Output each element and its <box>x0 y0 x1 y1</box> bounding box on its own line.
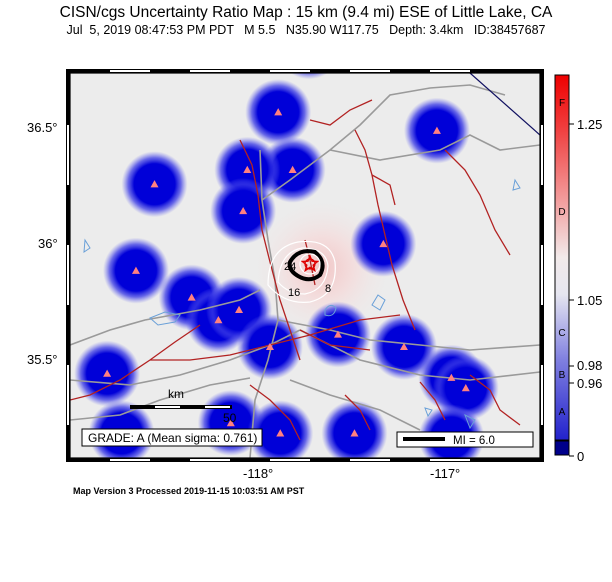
colorbar-letter-b: B <box>559 370 566 381</box>
contour-label-16: 16 <box>288 287 300 299</box>
colorbar-letter-d: D <box>558 207 565 218</box>
map-frame <box>66 69 544 462</box>
station-markers <box>103 42 470 441</box>
colorbar-tick-0: 0 <box>577 449 584 464</box>
station-triangle-icon <box>103 369 112 377</box>
station-triangle-icon <box>305 42 313 49</box>
station-triangle-icon <box>226 419 235 427</box>
station-triangle-icon <box>350 429 359 437</box>
grade-box: GRADE: A (Mean sigma: 0.761) <box>81 428 263 447</box>
station-triangle-icon <box>399 342 408 351</box>
lat-label-36-5: 36.5° <box>27 120 58 135</box>
colorbar: F D C B A 1.25 1.05 0.98 0.96 0 <box>554 74 602 464</box>
station-triangle-icon <box>131 266 140 274</box>
colorbar-tick-1-05: 1.05 <box>577 293 602 308</box>
map-version-footer: Map Version 3 Processed 2019-11-15 10:03… <box>73 486 305 496</box>
lat-label-36: 36° <box>38 236 58 251</box>
colorbar-letter-a: A <box>559 407 566 418</box>
station-uncertainty-zone <box>247 400 314 458</box>
uncertainty-map: 24 16 8 km 50 GRADE: A (Mean sigma: 0.76… <box>66 42 602 464</box>
water-features <box>83 178 521 430</box>
station-triangle-icon <box>288 165 297 173</box>
lon-label-117: -117° <box>430 466 461 481</box>
epicenter-star <box>300 254 320 273</box>
mi-legend-text: MI = 6.0 <box>453 435 495 447</box>
map-title: CISN/cgs Uncertainty Ratio Map : 15 km (… <box>59 4 553 21</box>
station-uncertainty-zone <box>289 73 329 80</box>
station-triangle-icon <box>333 330 342 338</box>
scale-bar: km 50 <box>130 387 237 425</box>
station-triangle-icon <box>214 316 223 324</box>
colorbar-letter-c: C <box>558 328 565 339</box>
colorbar-tick-1-25: 1.25 <box>577 117 602 132</box>
station-triangle-icon <box>432 126 441 134</box>
colorbar-tick-0-98: 0.98 <box>577 358 602 373</box>
station-triangle-icon <box>447 373 456 381</box>
state-border <box>469 73 540 136</box>
station-triangle-icon <box>235 305 244 313</box>
lat-label-35-5: 35.5° <box>27 352 58 367</box>
station-triangle-icon <box>265 342 274 351</box>
station-triangle-icon <box>274 108 283 116</box>
grade-text: GRADE: A (Mean sigma: 0.761) <box>88 431 257 445</box>
station-triangle-icon <box>461 384 470 392</box>
station-triangle-icon <box>243 165 252 173</box>
colorbar-tick-0-96: 0.96 <box>577 376 602 391</box>
scale-unit: km <box>168 387 184 401</box>
lon-label-118: -118° <box>243 466 274 481</box>
station-triangle-icon <box>379 239 388 248</box>
uncertainty-contours <box>267 240 336 303</box>
contour-label-24: 24 <box>284 261 296 273</box>
boundary-lines <box>70 84 540 458</box>
station-triangle-icon <box>187 293 196 301</box>
station-triangle-icon <box>276 429 285 437</box>
station-uncertainty-zone <box>321 400 388 458</box>
contour-label-8: 8 <box>325 283 331 295</box>
fault-lines <box>70 99 521 441</box>
scale-max: 50 <box>223 411 237 425</box>
mi-legend: MI = 6.0 <box>396 431 534 448</box>
colorbar-letter-f: F <box>559 98 565 109</box>
station-triangle-icon <box>150 180 159 188</box>
station-triangle-icon <box>239 206 248 215</box>
map-subtitle: Jul 5, 2019 08:47:53 PM PDT M 5.5 N35.90… <box>66 23 546 37</box>
